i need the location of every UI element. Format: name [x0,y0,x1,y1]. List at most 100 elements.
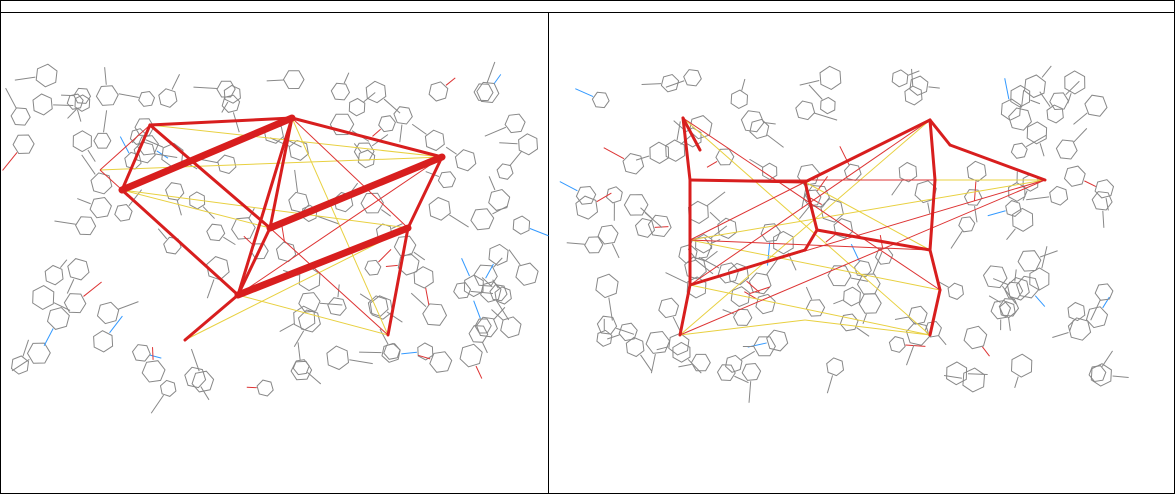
molecule-bond [709,211,721,222]
molecule-bond [608,297,613,321]
molecule-bond [243,235,254,246]
molecule-ring [159,379,177,397]
molecule-bond [481,342,488,354]
molecule-ring [32,285,55,310]
molecule-ring [428,81,449,102]
molecule-bond [905,344,926,347]
molecule-bond [363,92,376,103]
molecule-bond [640,354,653,372]
molecule-ring [645,330,671,354]
network-edge [268,116,294,230]
molecule-ring [1088,365,1107,383]
molecule-bond [993,278,1008,285]
molecule-bond [190,348,200,372]
molecule-bond [676,121,681,141]
molecule-bond [349,359,373,365]
molecule-ring [293,305,316,331]
molecule-ring [773,230,794,255]
molecule-ring [297,309,321,333]
molecule-ring [1008,107,1032,131]
molecule-bond [1004,78,1010,100]
molecule-ring [595,273,619,299]
network-edge [120,188,240,297]
molecule-ring [206,223,226,242]
molecule-ring [990,299,1012,320]
molecule-ring [946,361,968,386]
molecule-bond [1039,91,1051,107]
molecule-bond [656,346,669,351]
molecule-bond [799,205,811,220]
molecule-ring [1094,179,1115,199]
molecule-ring [755,293,776,315]
network-edge [688,248,807,287]
network-edge [386,226,410,337]
molecule-ring [716,364,736,382]
molecule-ring [184,366,207,389]
molecule-ring [584,236,604,254]
molecule-ring [191,370,215,393]
molecule-bond [22,339,30,357]
molecule-bond [359,351,382,354]
molecule-ring [1008,182,1026,202]
molecule-bond [59,259,68,268]
molecule-bond [1073,112,1088,125]
molecule-ring [748,272,772,295]
molecule-bond [1084,180,1097,187]
molecule-bond [43,328,54,347]
molecule-bond [698,256,720,269]
molecule-ring [73,87,92,104]
molecule-ring [1063,165,1086,187]
molecule-bond [279,323,295,332]
molecule-ring [725,354,743,373]
network-edge [149,124,443,158]
molecule-ring [96,301,120,325]
molecule-bond [449,214,469,228]
molecule-ring [999,301,1016,319]
molecule-bond [856,327,870,337]
molecule-bond [118,301,139,310]
molecule-ring [95,85,119,106]
crystal-structure-left [2,61,549,414]
molecule-ring [75,216,97,236]
molecule-bond [749,286,770,295]
molecule-ring [1005,200,1022,217]
molecule-bond [145,139,164,148]
molecule-bond [293,330,305,348]
molecule-ring [730,89,749,109]
molecule-ring [288,191,310,213]
molecule-ring [854,260,872,278]
molecule-ring [494,286,512,305]
molecule-bond [372,128,381,137]
molecule-bond [1073,128,1088,143]
molecule-bond [171,74,181,90]
molecule-ring [397,253,420,276]
molecule-bond [967,373,988,376]
molecule-ring [634,217,656,238]
molecule-ring [1010,142,1028,159]
molecule-ring [1084,94,1108,117]
network-edge [689,239,931,251]
molecule-ring [740,110,765,133]
network-edge [689,181,806,241]
molecule-bond [766,258,779,275]
molecule-ring [470,208,495,231]
molecule-bond [603,147,625,160]
network-edge [184,227,409,341]
molecule-bond [109,315,123,334]
network-edge [266,153,446,232]
molecule-ring [158,88,178,108]
molecule-ring [762,162,778,181]
molecule-ring [422,303,448,326]
molecule-bond [176,200,182,216]
molecule-bond [11,359,30,372]
molecule-ring [327,297,347,316]
molecule-bond [77,198,91,205]
molecule-bond [704,250,718,262]
molecule-bond [386,311,403,323]
molecule-ring [330,82,351,101]
molecule-ring [672,341,691,363]
molecule-bond [826,375,834,394]
molecule-bond [559,181,578,192]
molecule-bond [607,334,620,340]
